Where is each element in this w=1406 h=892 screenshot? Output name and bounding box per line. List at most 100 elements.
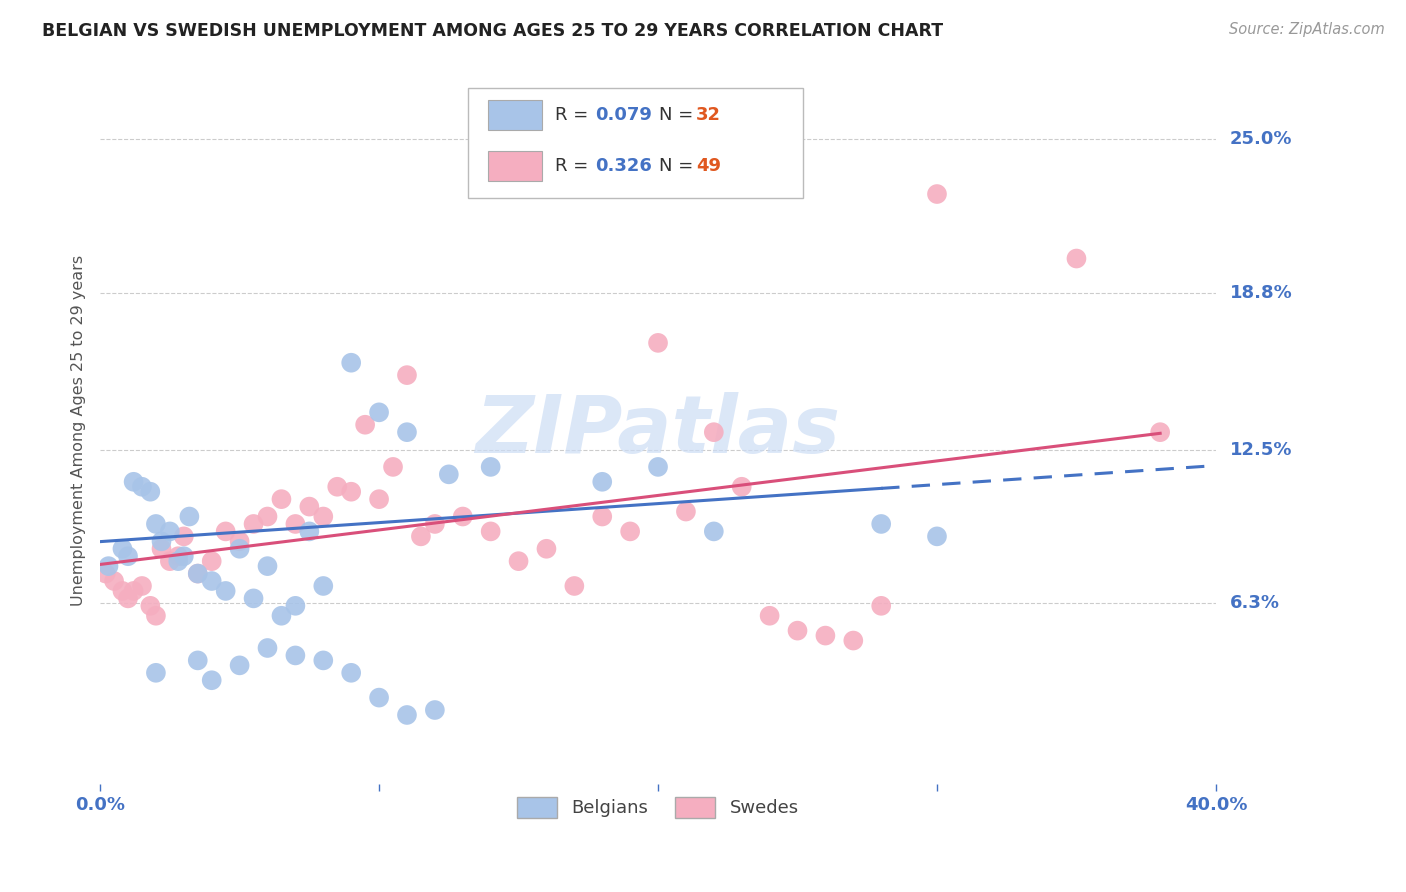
Point [354,417,377,432]
Point [270,608,292,623]
Point [145,665,167,680]
Point [131,480,153,494]
Point [270,492,292,507]
Point [284,648,307,663]
Text: 0.079: 0.079 [596,106,652,124]
Point [242,591,264,606]
Text: 6.3%: 6.3% [1230,594,1279,612]
Point [479,524,502,539]
Point [591,475,613,489]
Point [340,356,363,370]
Legend: Belgians, Swedes: Belgians, Swedes [510,789,806,825]
Point [312,579,335,593]
Point [1066,252,1088,266]
Point [312,509,335,524]
Point [228,658,250,673]
Point [159,524,181,539]
Point [562,579,585,593]
Point [111,583,134,598]
Point [111,541,134,556]
Point [479,459,502,474]
Text: 49: 49 [696,157,721,175]
Point [842,633,865,648]
Point [179,509,201,524]
Point [925,529,948,543]
Point [214,583,236,598]
Point [201,673,224,688]
Point [187,653,209,667]
Point [395,368,418,383]
Point [870,516,893,531]
Point [201,554,224,568]
Point [159,554,181,568]
Text: 12.5%: 12.5% [1230,441,1292,458]
Text: R =: R = [555,157,595,175]
Point [925,187,948,202]
Point [758,608,780,623]
Point [103,574,125,588]
FancyBboxPatch shape [468,88,803,198]
Point [536,541,558,556]
Point [703,524,725,539]
Point [256,559,278,574]
Point [284,516,307,531]
Point [242,516,264,531]
Point [131,579,153,593]
Point [647,459,669,474]
Text: N =: N = [659,106,699,124]
Point [298,500,321,514]
Point [187,566,209,581]
Point [1149,425,1171,440]
Point [139,599,162,613]
Point [97,559,120,574]
Point [395,708,418,723]
Point [167,549,190,564]
Point [94,566,117,581]
Text: 32: 32 [696,106,721,124]
Point [423,516,446,531]
Text: ZIPatlas: ZIPatlas [475,392,841,470]
Point [167,554,190,568]
Point [117,591,139,606]
Point [508,554,530,568]
Y-axis label: Unemployment Among Ages 25 to 29 years: Unemployment Among Ages 25 to 29 years [72,255,86,607]
Point [228,541,250,556]
Text: 25.0%: 25.0% [1230,130,1292,148]
Point [340,665,363,680]
Point [647,335,669,350]
Point [122,475,145,489]
Point [368,690,391,705]
Point [340,484,363,499]
Text: 18.8%: 18.8% [1230,285,1292,302]
Point [173,549,195,564]
Point [256,640,278,655]
Point [814,629,837,643]
Text: R =: R = [555,106,595,124]
Point [117,549,139,564]
Point [786,624,808,638]
Point [382,459,405,474]
Point [451,509,474,524]
Point [150,534,173,549]
Point [326,480,349,494]
Point [145,608,167,623]
Text: Source: ZipAtlas.com: Source: ZipAtlas.com [1229,22,1385,37]
Point [423,703,446,717]
Point [228,534,250,549]
Point [173,529,195,543]
Point [150,541,173,556]
Point [284,599,307,613]
Point [409,529,432,543]
Text: 0.326: 0.326 [596,157,652,175]
Point [731,480,754,494]
Point [214,524,236,539]
Point [368,405,391,419]
Point [619,524,641,539]
Point [145,516,167,531]
Point [703,425,725,440]
Text: BELGIAN VS SWEDISH UNEMPLOYMENT AMONG AGES 25 TO 29 YEARS CORRELATION CHART: BELGIAN VS SWEDISH UNEMPLOYMENT AMONG AG… [42,22,943,40]
Point [395,425,418,440]
Point [368,492,391,507]
Text: N =: N = [659,157,699,175]
Point [256,509,278,524]
